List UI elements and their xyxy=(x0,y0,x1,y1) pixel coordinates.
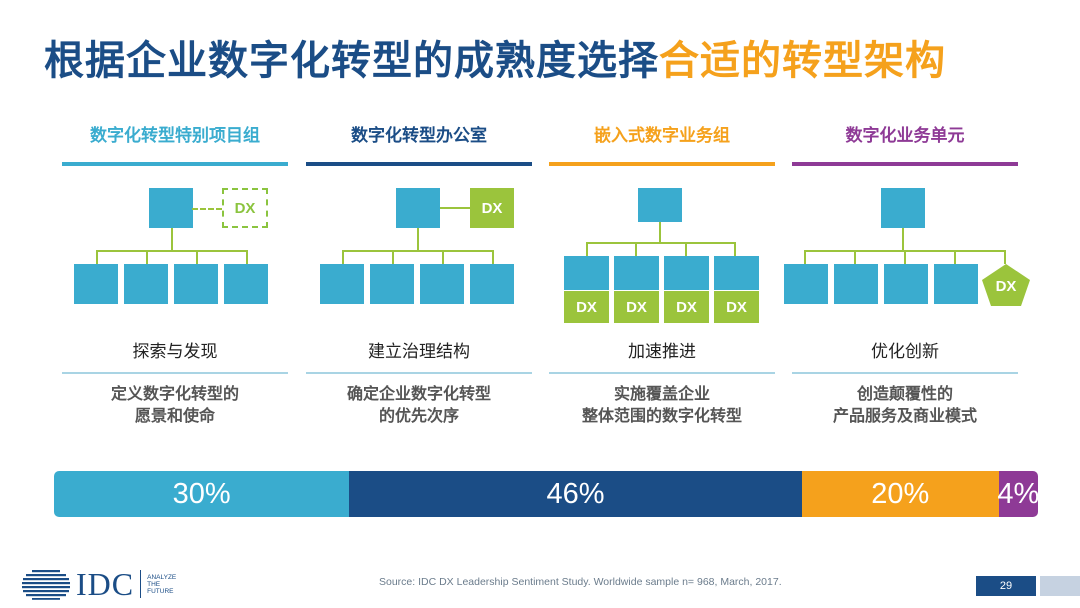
org-diagram: DX xyxy=(306,166,532,334)
segment-embedded-group: 20% xyxy=(801,471,999,517)
connector-line xyxy=(96,250,248,252)
connector-line xyxy=(635,242,637,256)
child-box xyxy=(614,256,659,290)
child-box xyxy=(884,264,928,304)
connector-line xyxy=(342,250,494,252)
idc-logo: IDC ANALYZE THE FUTURE xyxy=(20,565,187,602)
org-diagram: DX xyxy=(62,166,288,334)
org-diagram: DX DX DX DX xyxy=(549,166,775,334)
column-dx-office: 数字化转型办公室 DX 建立治理结构 确定企业数字化转型 的优先次序 xyxy=(306,122,532,442)
connector-line xyxy=(902,228,904,250)
stage-rule xyxy=(549,372,775,374)
column-rule xyxy=(792,162,1018,166)
column-rule xyxy=(62,162,288,166)
top-box xyxy=(149,188,193,228)
page-number: 29 xyxy=(976,576,1036,596)
top-box xyxy=(396,188,440,228)
connector-line xyxy=(442,250,444,264)
connector-line xyxy=(440,207,470,209)
column-digital-business-unit: 数字化业务单元 DX 优化创新 创造颠覆性的 产品服务及商业模式 xyxy=(784,122,1030,442)
logo-divider xyxy=(140,570,142,598)
child-box xyxy=(124,264,168,304)
source-note: Source: IDC DX Leadership Sentiment Stud… xyxy=(379,576,782,588)
logo-tagline: ANALYZE THE FUTURE xyxy=(147,573,177,595)
page-stripe xyxy=(1040,576,1080,596)
connector-line xyxy=(492,250,494,264)
column-heading: 数字化转型特别项目组 xyxy=(90,126,260,145)
connector-line xyxy=(171,228,173,250)
connector-line xyxy=(904,250,906,264)
connector-line xyxy=(146,250,148,264)
connector-line xyxy=(1004,250,1006,264)
top-box xyxy=(881,188,925,228)
stage-label: 探索与发现 xyxy=(132,342,218,361)
column-rule xyxy=(306,162,532,166)
column-heading: 嵌入式数字业务组 xyxy=(594,126,730,145)
column-rule xyxy=(549,162,775,166)
connector-line xyxy=(659,222,661,242)
top-box xyxy=(638,188,682,222)
connector-line xyxy=(586,242,736,244)
dx-box: DX xyxy=(564,291,609,323)
dx-box: DX xyxy=(470,188,514,228)
pentagon-shape xyxy=(982,264,1030,306)
column-heading: 数字化业务单元 xyxy=(845,126,965,145)
child-box xyxy=(74,264,118,304)
connector-line xyxy=(96,250,98,264)
connector-line xyxy=(586,242,588,256)
segment-dx-office: 46% xyxy=(349,471,802,517)
stage-rule xyxy=(62,372,288,374)
child-box xyxy=(174,264,218,304)
child-box xyxy=(224,264,268,304)
globe-icon xyxy=(22,570,70,600)
child-box xyxy=(370,264,414,304)
connector-line xyxy=(246,250,248,264)
child-box xyxy=(664,256,709,290)
dx-box: DX xyxy=(664,291,709,323)
child-box xyxy=(420,264,464,304)
connector-line xyxy=(734,242,736,256)
stage-label: 优化创新 xyxy=(871,342,939,361)
connector-line xyxy=(685,242,687,256)
dx-box-dashed: DX xyxy=(222,188,268,228)
segment-business-unit: 4% xyxy=(997,471,1038,517)
child-box xyxy=(714,256,759,290)
org-diagram: DX xyxy=(784,166,1030,334)
dx-box: DX xyxy=(614,291,659,323)
segment-special-project: 30% xyxy=(54,471,350,517)
child-box xyxy=(784,264,828,304)
title-accent: 合适的转型架构 xyxy=(659,39,946,83)
stage-rule xyxy=(792,372,1018,374)
column-heading: 数字化转型办公室 xyxy=(351,126,487,145)
dashed-connector xyxy=(192,208,222,210)
connector-line xyxy=(392,250,394,264)
child-box xyxy=(564,256,609,290)
connector-line xyxy=(954,250,956,264)
dx-box: DX xyxy=(714,291,759,323)
stage-description: 创造颠覆性的 产品服务及商业模式 xyxy=(832,386,977,425)
stage-label: 建立治理结构 xyxy=(368,342,470,361)
stage-description: 实施覆盖企业 整体范围的数字化转型 xyxy=(581,386,742,425)
connector-line xyxy=(196,250,198,264)
slide-title: 根据企业数字化转型的成熟度选择合适的转型架构 xyxy=(44,28,946,86)
dx-pentagon: DX xyxy=(980,262,1032,308)
stage-label: 加速推进 xyxy=(628,342,696,361)
stage-rule xyxy=(306,372,532,374)
connector-line xyxy=(804,250,806,264)
connector-line xyxy=(342,250,344,264)
child-box xyxy=(320,264,364,304)
column-embedded-digital-group: 嵌入式数字业务组 DX DX DX DX 加速推进 实施覆盖企业 整体范围的数字… xyxy=(549,122,775,442)
distribution-bar: 30% 46% 20% 4% xyxy=(54,471,1038,517)
stage-description: 确定企业数字化转型 的优先次序 xyxy=(346,386,491,425)
connector-line xyxy=(854,250,856,264)
child-box xyxy=(934,264,978,304)
column-special-project-group: 数字化转型特别项目组 DX 探索与发现 定义数字化转型的 愿景和使命 xyxy=(62,122,288,442)
stage-description: 定义数字化转型的 愿景和使命 xyxy=(110,386,239,425)
logo-text: IDC xyxy=(76,565,135,602)
title-main: 根据企业数字化转型的成熟度选择 xyxy=(44,39,659,83)
child-box xyxy=(834,264,878,304)
child-box xyxy=(470,264,514,304)
connector-line xyxy=(417,228,419,250)
